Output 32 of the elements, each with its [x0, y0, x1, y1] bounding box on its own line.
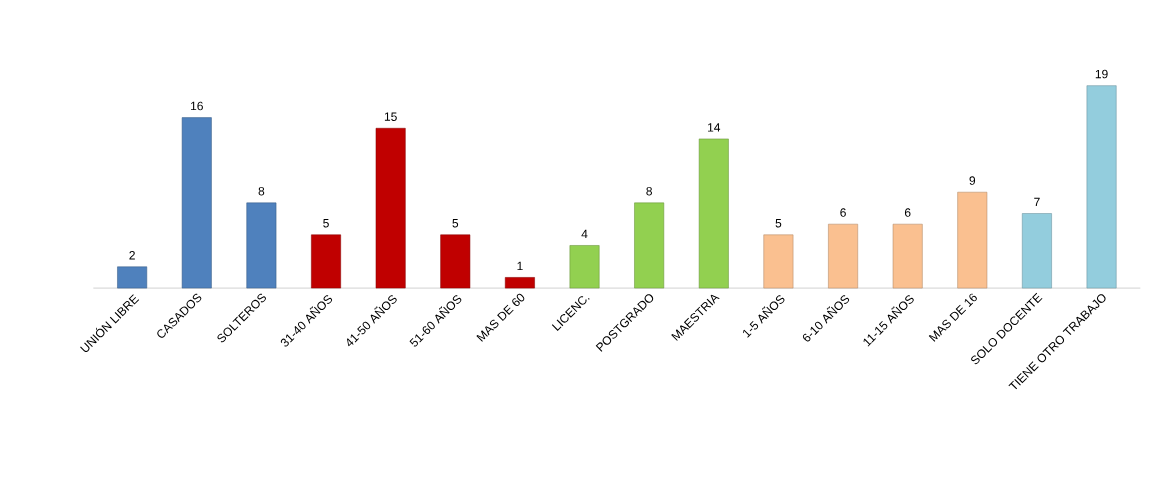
bar: [763, 234, 794, 289]
data-label: 2: [129, 250, 135, 260]
data-label: 6: [904, 208, 911, 217]
data-label: 14: [708, 123, 721, 132]
bar: [1086, 85, 1117, 289]
bar: [957, 191, 988, 289]
bar: [246, 202, 277, 289]
bar: [828, 223, 858, 289]
data-label: 8: [646, 186, 652, 196]
data-label: 6: [840, 208, 846, 217]
data-label: 16: [191, 101, 203, 111]
bar: [634, 202, 665, 289]
data-label: 1: [517, 261, 523, 270]
bar: [440, 234, 471, 289]
bar: [375, 127, 406, 289]
data-label: 5: [775, 218, 782, 228]
bar: [1021, 213, 1052, 289]
bar: [504, 277, 535, 289]
bar: [892, 223, 923, 289]
bar: [181, 117, 212, 289]
bar: [117, 266, 148, 289]
bar: [698, 138, 729, 289]
data-label: 4: [581, 229, 588, 239]
data-label: 15: [384, 112, 397, 121]
data-label: 19: [1095, 69, 1108, 79]
data-label: 9: [969, 176, 976, 185]
bar: [569, 245, 600, 289]
data-label: 5: [452, 218, 459, 228]
data-label: 7: [1034, 197, 1040, 207]
data-label: 5: [323, 218, 329, 228]
bar: [311, 234, 341, 289]
data-label: 8: [258, 186, 265, 196]
